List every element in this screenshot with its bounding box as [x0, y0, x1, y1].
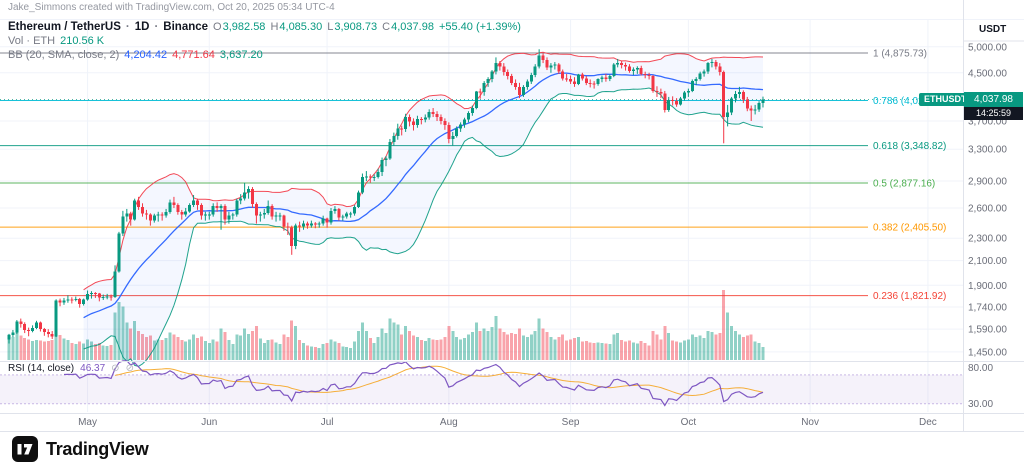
- svg-text:Jul: Jul: [321, 417, 334, 428]
- interval-label[interactable]: 1D: [134, 21, 150, 33]
- tradingview-logo[interactable]: TradingView: [12, 436, 149, 462]
- volume-series: [7, 290, 765, 360]
- volume-value: 210.56 K: [60, 35, 105, 47]
- rsi-plot: [63, 360, 764, 407]
- symbol-price-badge[interactable]: ETHUSDT: [919, 93, 972, 106]
- svg-text:Nov: Nov: [801, 417, 819, 428]
- svg-text:Oct: Oct: [681, 417, 697, 428]
- symbol-row[interactable]: Ethereum / TetherUS · 1D · Binance O 3,98…: [8, 21, 521, 34]
- svg-text:80.00: 80.00: [968, 363, 993, 374]
- ohlc-high: H 4,085.30: [270, 21, 323, 33]
- chart-legend: Ethereum / TetherUS · 1D · Binance O 3,98…: [8, 21, 521, 62]
- svg-text:1 (4,875.73): 1 (4,875.73): [873, 49, 927, 60]
- svg-text:2,300.00: 2,300.00: [968, 234, 1007, 245]
- ohlc-low: L 3,908.73: [327, 21, 378, 33]
- bb-label: BB (20, SMA, close, 2): [8, 49, 120, 61]
- svg-text:3,300.00: 3,300.00: [968, 145, 1007, 156]
- rsi-settings-icon[interactable]: ⊘: [125, 363, 134, 374]
- time-axis-labels[interactable]: May Jun Jul Aug Sep Oct Nov Dec: [78, 417, 937, 428]
- rsi-value: 46.37: [80, 363, 106, 374]
- svg-text:0.5 (2,877.16): 0.5 (2,877.16): [873, 179, 935, 190]
- candlestick-series: [7, 49, 765, 344]
- svg-text:1,450.00: 1,450.00: [968, 347, 1007, 358]
- bb-basis-value: 4,204.42: [124, 49, 168, 61]
- volume-label: Vol · ETH: [8, 35, 56, 47]
- bb-lower-value: 3,637.20: [219, 49, 263, 61]
- svg-text:Jun: Jun: [201, 417, 217, 428]
- bollinger-bands: [83, 51, 764, 367]
- ohlc-close: C 4,037.98: [382, 21, 434, 33]
- rsi-hide-icon[interactable]: ⊘: [111, 363, 120, 374]
- svg-text:1,740.00: 1,740.00: [968, 302, 1007, 313]
- ohlc-open: O 3,982.58: [213, 21, 266, 33]
- svg-text:Dec: Dec: [919, 417, 937, 428]
- pane-separators: [0, 0, 1024, 432]
- svg-text:May: May: [78, 417, 97, 428]
- rsi-band: [0, 374, 963, 405]
- price-change: +55.40 (+1.39%): [438, 21, 521, 33]
- svg-text:0.236 (1,821.92): 0.236 (1,821.92): [873, 291, 946, 302]
- svg-text:2,600.00: 2,600.00: [968, 203, 1007, 214]
- price-axis-labels[interactable]: 5,000.00 4,500.00 3,700.00 3,300.00 2,900.00…: [968, 42, 1007, 410]
- svg-text:1,900.00: 1,900.00: [968, 281, 1007, 292]
- last-price-badge[interactable]: 4,037.98: [964, 92, 1023, 107]
- bb-row[interactable]: BB (20, SMA, close, 2) 4,204.42 4,771.64…: [8, 49, 521, 62]
- svg-text:Aug: Aug: [440, 417, 458, 428]
- tradingview-logo-icon: [12, 436, 38, 462]
- svg-text:0.618 (3,348.82): 0.618 (3,348.82): [873, 141, 946, 152]
- dot-separator: ·: [154, 21, 159, 33]
- tradingview-logo-text: TradingView: [46, 438, 149, 459]
- dot-separator: ·: [125, 21, 130, 33]
- svg-text:4,500.00: 4,500.00: [968, 68, 1007, 79]
- svg-text:0.382 (2,405.50): 0.382 (2,405.50): [873, 223, 946, 234]
- bb-upper-value: 4,771.64: [172, 49, 215, 61]
- watermark: Jake_Simmons created with TradingView.co…: [8, 2, 335, 13]
- volume-row[interactable]: Vol · ETH 210.56 K: [8, 35, 521, 48]
- svg-text:Sep: Sep: [562, 417, 580, 428]
- svg-text:0.786 (4,020.34): 0.786 (4,020.34): [873, 96, 946, 107]
- svg-text:30.00: 30.00: [968, 399, 993, 410]
- bar-countdown-badge[interactable]: 14:25:59: [964, 107, 1023, 120]
- price-axis-currency[interactable]: USDT: [979, 24, 1007, 35]
- rsi-legend[interactable]: RSI (14, close) 46.37 ⊘ ⊘: [8, 363, 134, 375]
- svg-text:2,100.00: 2,100.00: [968, 256, 1007, 267]
- svg-text:3,700.00: 3,700.00: [968, 117, 1007, 128]
- svg-text:5,000.00: 5,000.00: [968, 42, 1007, 53]
- fib-level-labels: 1 (4,875.73) 0.786 (4,020.34) 0.618 (3,348…: [873, 49, 946, 303]
- svg-text:2,900.00: 2,900.00: [968, 177, 1007, 188]
- rsi-label: RSI (14, close): [8, 363, 75, 374]
- symbol-title[interactable]: Ethereum / TetherUS: [8, 21, 121, 33]
- exchange-label: Binance: [163, 21, 209, 33]
- svg-text:1,590.00: 1,590.00: [968, 325, 1007, 336]
